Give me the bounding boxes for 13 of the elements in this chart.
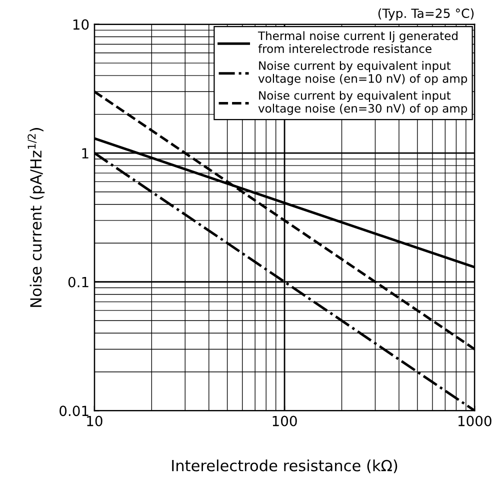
legend-label: Thermal noise current Ij generated from interelectrode resistance [258,31,458,54]
legend-label: Noise current by equivalent input voltage noise (en=10 nV) of op amp [258,61,468,86]
x-tick-label: 10 [87,416,102,426]
x-axis-title: Interelectrode resistance (kΩ) [172,460,398,474]
y-tick-label: 0.01 [60,406,88,416]
text: (Typ. Ta=25 °C) [378,8,474,20]
y-axis-title: Noise current (pA/Hz$^{1/2}$) [28,128,45,307]
y-tick-label: 10 [73,19,89,30]
x-tick-label: 100 [272,416,297,426]
legend-label: Noise current by equivalent input voltage noise (en=30 nV) of op amp [258,90,468,115]
x-tick-label: 1000 [458,416,492,426]
y-tick-label: 0.1 [68,276,88,288]
y-tick-label: 1 [82,148,88,158]
